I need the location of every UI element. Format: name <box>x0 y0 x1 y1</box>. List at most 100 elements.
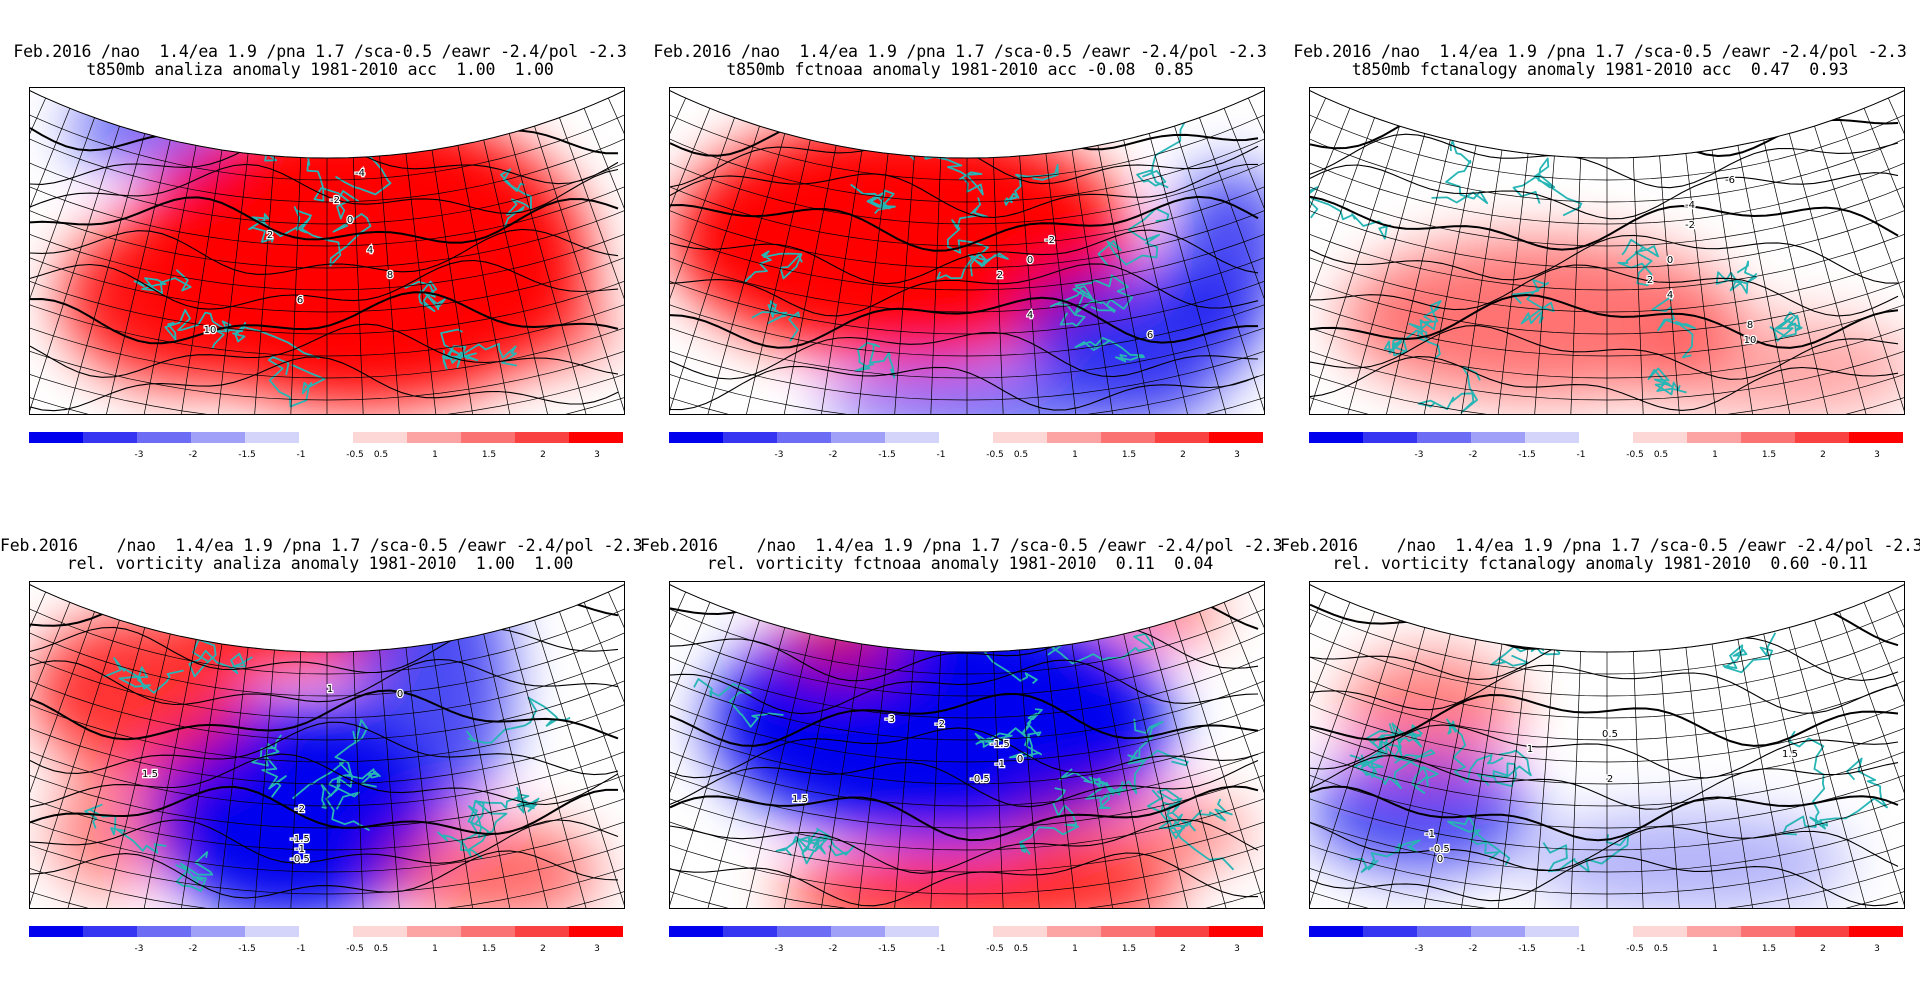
map-frame: -3 -2 -1.5 -1 -0.5 0 1.5 <box>669 581 1265 909</box>
colorbar-tick-label: -3 <box>774 944 784 954</box>
colorbar-tick-label: 1.5 <box>1761 450 1777 460</box>
contour-label: 4 <box>1027 310 1033 321</box>
colorbar-segment-negative <box>885 926 939 937</box>
colorbar-segment-positive <box>1101 926 1155 937</box>
panel-title-field: t850mb fctanalogy anomaly 1981-2010 acc … <box>1351 60 1849 79</box>
colorbar-segment-negative <box>831 926 885 937</box>
contour-label: 0 <box>1017 754 1023 765</box>
colorbar-segment-negative <box>137 926 191 937</box>
colorbar-tick-label: -1.5 <box>1518 450 1536 460</box>
map-frame: -4 -2 0 2 4 6 8 10 <box>29 87 625 415</box>
contour-label: 0.5 <box>1602 729 1618 740</box>
colorbar-segment-negative <box>777 926 831 937</box>
contour-label: -2 <box>1045 235 1055 246</box>
colorbar-tick-label: 0.5 <box>373 450 389 460</box>
colorbar-segment-negative <box>1417 926 1471 937</box>
colorbar-segment-positive <box>1741 926 1795 937</box>
colorbar-tick-label: 3 <box>1874 450 1880 460</box>
colorbar-tick-label: -2 <box>828 450 838 460</box>
contour-label: -0.5 <box>970 774 990 785</box>
colorbar-tick-label: 1 <box>1072 450 1078 460</box>
positive-anomaly-area <box>1100 582 1220 642</box>
contour-label: -0.5 <box>1430 844 1450 855</box>
colorbar-segment-positive <box>461 926 515 937</box>
contour-label: 0 <box>1437 854 1443 865</box>
panel-title-indices: Feb.2016 /nao 1.4/ea 1.9 /pna 1.7 /sca-0… <box>653 42 1267 61</box>
colorbar-tick-label: -2 <box>188 944 198 954</box>
contour-label: -2 <box>330 195 340 206</box>
colorbar-segment-negative <box>245 432 299 443</box>
anomaly-map: -2 -1.5-1-0.5 0 1 1.5 <box>30 582 624 908</box>
colorbar-segment-positive <box>515 926 569 937</box>
map-frame: -1 -0.5 0 0.5 1 1.5 2 <box>1309 581 1905 909</box>
contour-label: -1 <box>1425 829 1435 840</box>
colorbar-tick-label: 3 <box>1874 944 1880 954</box>
colorbar-tick-label: -1 <box>1576 450 1586 460</box>
contour-label: 10 <box>204 325 217 336</box>
colorbar-segment-positive <box>1047 926 1101 937</box>
colorbar-tick-label: 1.5 <box>1121 450 1137 460</box>
contour-lines <box>1310 102 1899 411</box>
map-panel: Feb.2016 /nao 1.4/ea 1.9 /pna 1.7 /sca-0… <box>640 494 1283 988</box>
colorbar-tick-label: 1 <box>432 450 438 460</box>
colorbar-segment-negative <box>885 432 939 443</box>
colorbar-tick-label: 2 <box>1820 944 1826 954</box>
negative-anomaly-area <box>820 358 1220 414</box>
colorbar-segment-negative <box>83 926 137 937</box>
colorbar-segment-negative <box>29 432 83 443</box>
contour-label: 0 <box>1667 255 1673 266</box>
colorbar-tick-label: -0.5 <box>346 944 364 954</box>
colorbar-tick-label: -1.5 <box>238 450 256 460</box>
map-frame: -6 -4 -2 0 2 4 8 10 <box>1309 87 1905 415</box>
colorbar-segment-positive <box>353 432 407 443</box>
map-frame: -2 0 2 4 6 <box>669 87 1265 415</box>
contour-label: 0 <box>397 689 403 700</box>
contour-lines <box>30 99 619 412</box>
colorbar-segment-negative <box>777 432 831 443</box>
colorbar-segment-positive <box>353 926 407 937</box>
colorbar-segment-positive <box>407 432 461 443</box>
colorbar-segment-positive <box>993 926 1047 937</box>
contour-label: 1.5 <box>142 769 158 780</box>
negative-anomaly-area <box>1530 812 1850 908</box>
colorbar-tick-label: -1 <box>296 944 306 954</box>
contour-label: 8 <box>387 270 393 281</box>
colorbar <box>29 432 623 444</box>
colorbar-segment-negative <box>245 926 299 937</box>
colorbar-tick-label: 2 <box>540 944 546 954</box>
contour-label: 1 <box>327 684 333 695</box>
contour-label: -6 <box>1725 175 1735 186</box>
colorbar-segment-positive <box>1633 432 1687 443</box>
graticule <box>30 582 624 908</box>
colorbar-segment-positive <box>461 432 515 443</box>
positive-anomaly-area <box>30 612 250 772</box>
colorbar-segment-positive <box>1741 432 1795 443</box>
colorbar-segment-negative <box>1471 432 1525 443</box>
contour-label: 2 <box>997 270 1003 281</box>
colorbar-tick-label: -2 <box>188 450 198 460</box>
contour-label: 1.5 <box>1782 749 1798 760</box>
colorbar-segment-negative <box>1309 432 1363 443</box>
anomaly-map: -1 -0.50 0.5 1 1.5 2 <box>1310 582 1904 908</box>
colorbar-tick-label: 0.5 <box>1013 944 1029 954</box>
colorbar-tick-label: -1.5 <box>238 944 256 954</box>
colorbar-tick-label: 0.5 <box>1013 450 1029 460</box>
panel-title-field: rel. vorticity fctanalogy anomaly 1981-2… <box>1332 554 1868 573</box>
colorbar-segment-positive <box>1155 432 1209 443</box>
panel-title-indices: Feb.2016 /nao 1.4/ea 1.9 /pna 1.7 /sca-0… <box>13 42 627 61</box>
colorbar-segment-positive <box>1849 926 1903 937</box>
colorbar-tick-label: -3 <box>1414 450 1424 460</box>
colorbar-segment-negative <box>1417 432 1471 443</box>
contour-label: 2 <box>1647 275 1653 286</box>
colorbar-tick-label: -1 <box>296 450 306 460</box>
colorbar-segment-negative <box>669 926 723 937</box>
colorbar-tick-label: -0.5 <box>1626 450 1644 460</box>
contour-label: -1 <box>995 759 1005 770</box>
colorbar-tick-label: -0.5 <box>986 944 1004 954</box>
colorbar-tick-label: -2 <box>1468 944 1478 954</box>
negative-anomaly-area <box>150 702 430 908</box>
panel-title-field: t850mb fctnoaa anomaly 1981-2010 acc -0.… <box>726 60 1194 79</box>
positive-anomaly-area <box>1640 318 1904 414</box>
colorbar-segment-negative <box>669 432 723 443</box>
colorbar-segment-positive <box>1687 926 1741 937</box>
